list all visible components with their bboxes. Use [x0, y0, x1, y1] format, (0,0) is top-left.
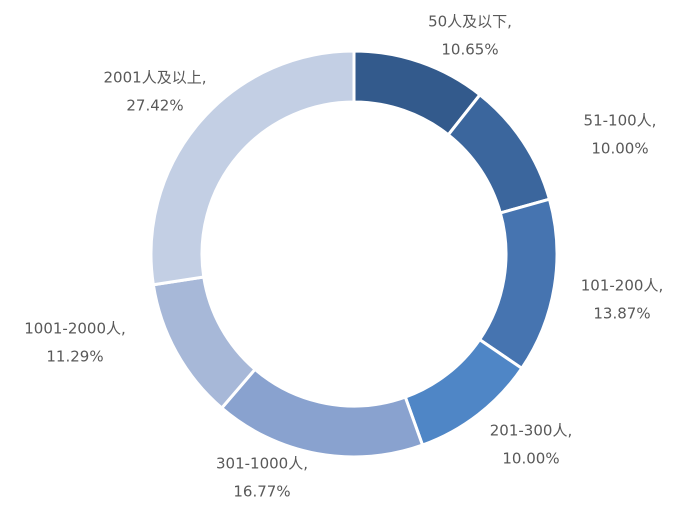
category-label: 201-300人, [490, 422, 572, 440]
value-label: 13.87% [593, 305, 650, 323]
category-label: 50人及以下, [428, 13, 512, 31]
category-label: 301-1000人, [216, 455, 308, 473]
donut-segment [151, 275, 258, 411]
value-label: 10.65% [441, 41, 498, 59]
category-label: 2001人及以上, [104, 69, 207, 87]
donut-segment [149, 49, 356, 287]
value-label: 10.00% [591, 140, 648, 158]
donut-segment [477, 197, 559, 371]
value-label: 10.00% [502, 450, 559, 468]
category-label: 51-100人, [584, 112, 657, 130]
category-label: 1001-2000人, [24, 320, 126, 338]
donut-segment [219, 367, 425, 459]
value-label: 16.77% [233, 483, 290, 501]
value-label: 27.42% [126, 97, 183, 115]
category-label: 101-200人, [581, 277, 663, 295]
value-label: 11.29% [46, 348, 103, 366]
